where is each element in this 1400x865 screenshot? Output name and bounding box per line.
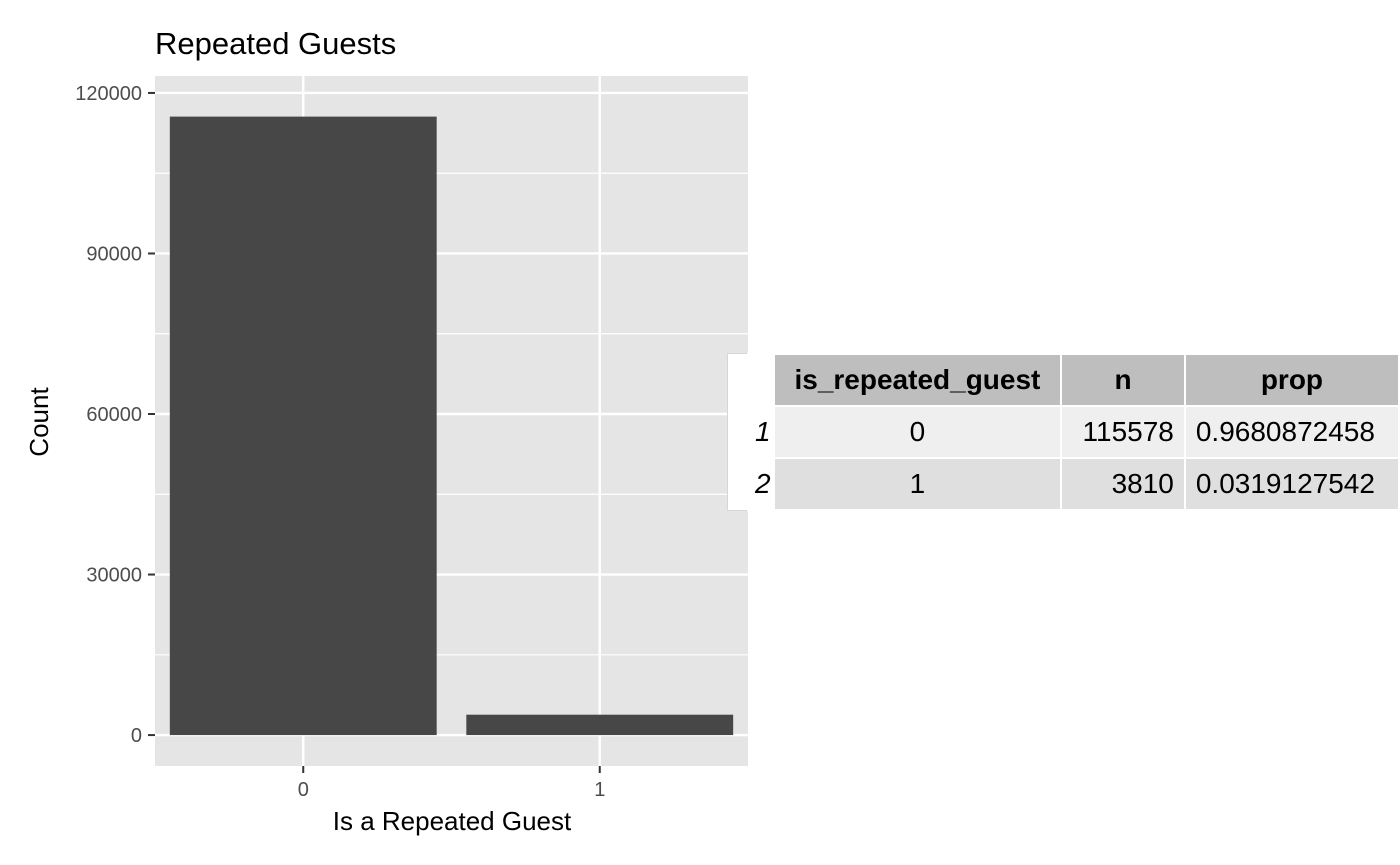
table-corner [747,353,775,407]
bar [169,116,437,736]
row-name: 1 [747,405,775,459]
column-header-is-repeated-guest: is_repeated_guest [772,353,1063,407]
column-header-prop: prop [1183,353,1400,407]
cell-is-repeated-guest: 1 [772,457,1063,511]
x-axis-title: Is a Repeated Guest [333,806,572,836]
x-tick-label: 0 [298,779,309,801]
cell-prop: 0.0319127542 [1183,457,1400,511]
chart-title: Repeated Guests [155,26,396,61]
cell-prop: 0.9680872458 [1183,405,1400,459]
y-tick-label: 120000 [75,83,142,105]
table-header-row: is_repeated_guest n prop [747,353,1400,407]
bars [169,116,734,736]
cell-n: 3810 [1060,457,1186,511]
y-tick-label: 30000 [86,565,142,587]
table-border [727,353,750,511]
summary-table-container: is_repeated_guest n prop 1 0 115578 0.96… [727,353,1400,511]
table-row: 1 0 115578 0.9680872458 [747,405,1400,459]
x-tick-label: 1 [594,779,605,801]
y-tick-label: 0 [131,725,142,747]
y-axis-title: Count [24,387,54,457]
table-row: 2 1 3810 0.0319127542 [747,457,1400,511]
cell-is-repeated-guest: 0 [772,405,1063,459]
bar [466,714,734,736]
y-tick-label: 60000 [86,404,142,426]
y-tick-label: 90000 [86,243,142,265]
summary-table: is_repeated_guest n prop 1 0 115578 0.96… [747,353,1400,511]
y-axis: 0 30000 60000 90000 120000 [75,83,155,747]
cell-n: 115578 [1060,405,1186,459]
column-header-n: n [1060,353,1186,407]
row-name: 2 [747,457,775,511]
